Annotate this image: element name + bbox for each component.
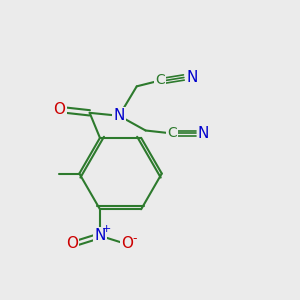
Text: -: - xyxy=(132,232,137,245)
Text: C: C xyxy=(155,74,165,87)
Text: N: N xyxy=(198,126,209,141)
Text: O: O xyxy=(121,236,133,250)
Text: N: N xyxy=(186,70,197,85)
Text: N: N xyxy=(113,108,125,123)
Text: +: + xyxy=(102,224,111,234)
Text: O: O xyxy=(66,236,78,250)
Text: N: N xyxy=(94,228,106,243)
Text: C: C xyxy=(167,126,177,140)
Text: O: O xyxy=(54,102,66,117)
